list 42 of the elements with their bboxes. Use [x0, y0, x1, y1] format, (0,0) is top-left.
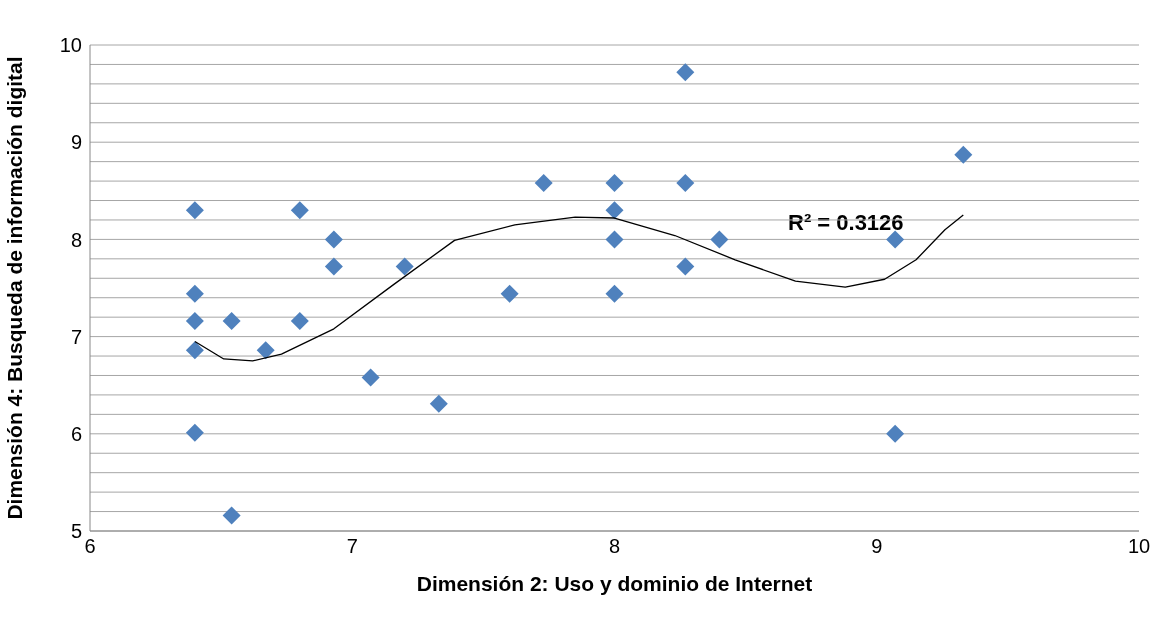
point: [290, 312, 309, 331]
point: [500, 284, 519, 303]
point: [534, 174, 553, 193]
point: [605, 284, 624, 303]
x-axis-title: Dimensión 2: Uso y dominio de Internet: [416, 572, 813, 595]
point: [676, 63, 695, 82]
y-axis-title: Dimensión 4: Busqueda de información digital: [3, 56, 27, 520]
y-tick-label: 10: [59, 34, 82, 57]
y-tick-label: 7: [70, 325, 82, 348]
point: [886, 230, 905, 249]
x-tick-label: 10: [1127, 535, 1151, 558]
x-tick-label: 6: [84, 535, 96, 558]
point: [676, 174, 695, 193]
point: [605, 174, 624, 193]
point: [605, 230, 624, 249]
point: [185, 284, 204, 303]
annotation: R² = 0.3126: [788, 210, 904, 236]
x-tick-label: 7: [346, 535, 358, 558]
point: [222, 312, 241, 331]
y-tick-label: 9: [70, 131, 82, 154]
point: [185, 341, 204, 360]
point: [395, 257, 414, 276]
y-tick-label: 8: [70, 228, 82, 251]
point: [324, 257, 343, 276]
x-tick-label: 9: [871, 535, 883, 558]
x-tick-label: 8: [608, 535, 621, 558]
point: [605, 201, 624, 220]
point: [954, 145, 973, 164]
point: [324, 230, 343, 249]
y-tick-label: 6: [70, 422, 82, 445]
point: [361, 368, 380, 387]
point: [185, 201, 204, 220]
point: [256, 341, 275, 360]
point: [290, 201, 309, 220]
point: [429, 394, 448, 413]
y-tick-label: 5: [70, 520, 82, 543]
point: [886, 424, 905, 443]
point: [710, 230, 729, 249]
point: [185, 423, 204, 442]
point: [222, 506, 241, 525]
point: [185, 312, 204, 331]
point: [676, 257, 695, 276]
